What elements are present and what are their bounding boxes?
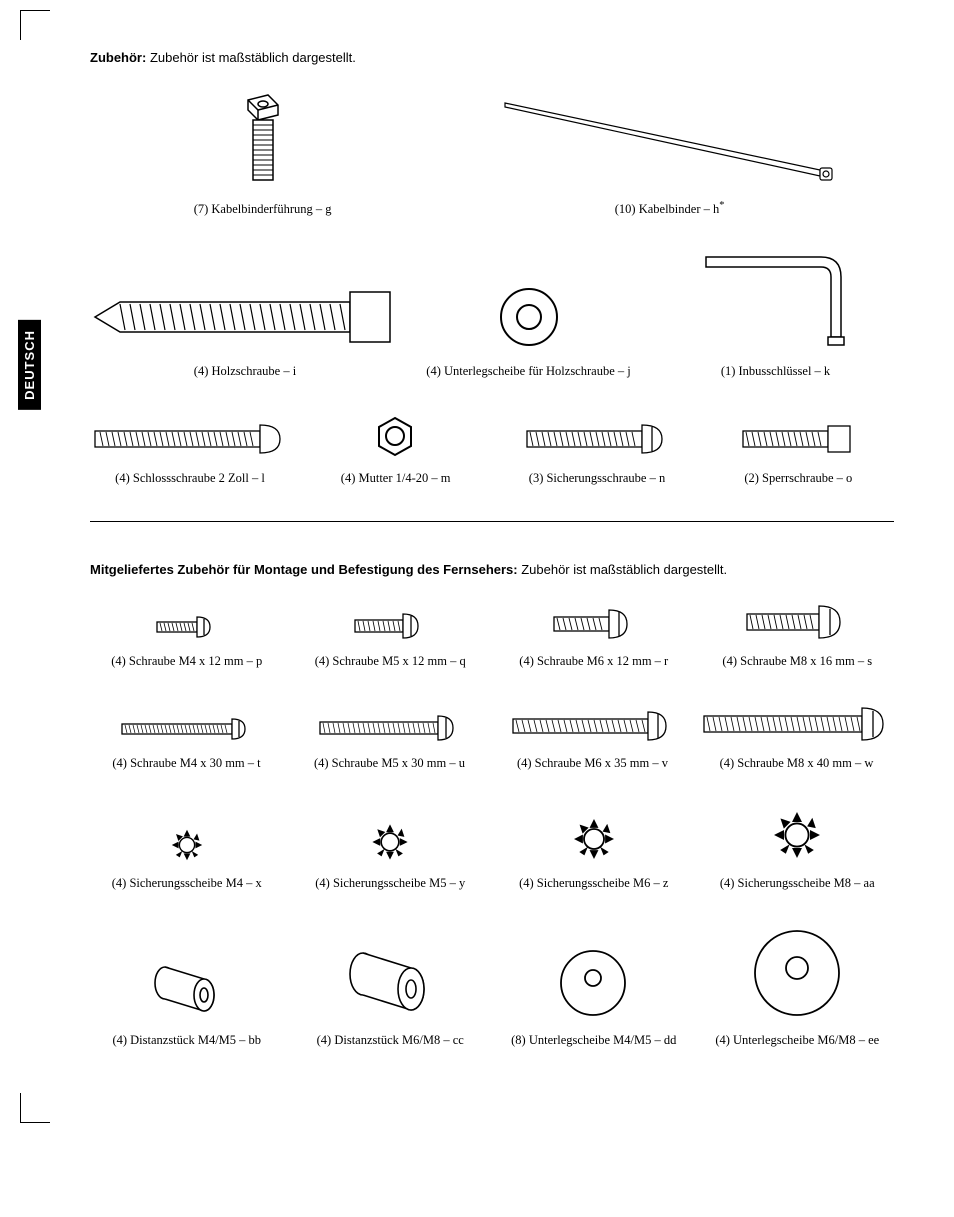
item-t: (4) Schraube M4 x 30 mm – t	[90, 714, 283, 771]
illus-j	[494, 282, 564, 352]
row-ijk: (4) Holzschraube – i (4) Unterlegscheibe…	[90, 252, 894, 379]
item-w: (4) Schraube M8 x 40 mm – w	[699, 704, 894, 771]
item-s: (4) Schraube M8 x 16 mm – s	[701, 602, 895, 669]
item-aa: (4) Sicherungsscheibe M8 – aa	[701, 806, 895, 891]
item-z: (4) Sicherungsscheibe M6 – z	[497, 814, 691, 891]
section1-title: Zubehör: Zubehör ist maßstäblich dargest…	[90, 50, 894, 65]
section2-title: Mitgeliefertes Zubehör für Montage und B…	[90, 562, 894, 577]
item-i: (4) Holzschraube – i	[90, 282, 400, 379]
caption-x: (4) Sicherungsscheibe M4 – x	[112, 876, 262, 891]
item-h: (10) Kabelbinder – h*	[445, 98, 894, 217]
item-n: (3) Sicherungsschraube – n	[501, 419, 692, 486]
caption-v: (4) Schraube M6 x 35 mm – v	[517, 756, 668, 771]
section2-title-bold: Mitgeliefertes Zubehör für Montage und B…	[90, 562, 518, 577]
row-xyzaa: (4) Sicherungsscheibe M4 – x (4) Sicheru…	[90, 806, 894, 891]
caption-bb: (4) Distanzstück M4/M5 – bb	[112, 1033, 261, 1048]
caption-h: (10) Kabelbinder – h*	[615, 200, 725, 217]
caption-u: (4) Schraube M5 x 30 mm – u	[314, 756, 465, 771]
caption-z: (4) Sicherungsscheibe M6 – z	[519, 876, 668, 891]
caption-aa: (4) Sicherungsscheibe M8 – aa	[720, 876, 875, 891]
item-k: (1) Inbusschlüssel – k	[657, 252, 894, 379]
item-cc: (4) Distanzstück M6/M8 – cc	[294, 946, 488, 1048]
item-u: (4) Schraube M5 x 30 mm – u	[293, 712, 486, 771]
page-content: Zubehör: Zubehör ist maßstäblich dargest…	[40, 50, 894, 1048]
section-divider	[90, 521, 894, 522]
caption-q: (4) Schraube M5 x 12 mm – q	[315, 654, 466, 669]
caption-i: (4) Holzschraube – i	[194, 364, 296, 379]
row-pqrs: (4) Schraube M4 x 12 mm – p (4) Schraube…	[90, 602, 894, 669]
row-gh: (7) Kabelbinderführung – g (10) Kabelbin…	[90, 90, 894, 217]
item-bb: (4) Distanzstück M4/M5 – bb	[90, 961, 284, 1048]
item-m: (4) Mutter 1/4-20 – m	[300, 414, 491, 486]
caption-ee: (4) Unterlegscheibe M6/M8 – ee	[715, 1033, 879, 1048]
item-x: (4) Sicherungsscheibe M4 – x	[90, 826, 284, 891]
caption-g: (7) Kabelbinderführung – g	[194, 202, 332, 217]
caption-w: (4) Schraube M8 x 40 mm – w	[720, 756, 874, 771]
caption-p: (4) Schraube M4 x 12 mm – p	[111, 654, 262, 669]
caption-o: (2) Sperrschraube – o	[744, 471, 852, 486]
item-y: (4) Sicherungsscheibe M5 – y	[294, 820, 488, 891]
crop-mark-tl	[20, 10, 50, 40]
caption-s: (4) Schraube M8 x 16 mm – s	[722, 654, 872, 669]
item-p: (4) Schraube M4 x 12 mm – p	[90, 612, 284, 669]
caption-k: (1) Inbusschlüssel – k	[721, 364, 830, 379]
illus-h	[500, 98, 840, 188]
item-r: (4) Schraube M6 x 12 mm – r	[497, 606, 691, 669]
item-dd: (8) Unterlegscheibe M4/M5 – dd	[497, 946, 691, 1048]
caption-t: (4) Schraube M4 x 30 mm – t	[112, 756, 260, 771]
item-ee: (4) Unterlegscheibe M6/M8 – ee	[701, 926, 895, 1048]
illus-m	[373, 414, 418, 459]
illus-g	[228, 90, 298, 190]
caption-dd: (8) Unterlegscheibe M4/M5 – dd	[511, 1033, 676, 1048]
caption-y: (4) Sicherungsscheibe M5 – y	[315, 876, 465, 891]
item-l: (4) Schlossschraube 2 Zoll – l	[90, 419, 290, 486]
illus-k	[696, 252, 856, 352]
caption-l: (4) Schlossschraube 2 Zoll – l	[115, 471, 265, 486]
section1-title-bold: Zubehör:	[90, 50, 146, 65]
item-g: (7) Kabelbinderführung – g	[90, 90, 435, 217]
row-tuvw: (4) Schraube M4 x 30 mm – t (4) Schraube…	[90, 704, 894, 771]
caption-r: (4) Schraube M6 x 12 mm – r	[519, 654, 668, 669]
item-v: (4) Schraube M6 x 35 mm – v	[496, 708, 689, 771]
row-bbccddee: (4) Distanzstück M4/M5 – bb (4) Distanzs…	[90, 926, 894, 1048]
illus-o	[738, 419, 858, 459]
caption-j: (4) Unterlegscheibe für Holzschraube – j	[426, 364, 630, 379]
item-j: (4) Unterlegscheibe für Holzschraube – j	[410, 282, 647, 379]
section2-title-rest: Zubehör ist maßstäblich dargestellt.	[518, 562, 728, 577]
caption-n: (3) Sicherungsschraube – n	[529, 471, 665, 486]
caption-cc: (4) Distanzstück M6/M8 – cc	[317, 1033, 464, 1048]
section1-title-rest: Zubehör ist maßstäblich dargestellt.	[146, 50, 356, 65]
item-o: (2) Sperrschraube – o	[703, 419, 894, 486]
crop-mark-bl	[20, 1093, 50, 1123]
illus-l	[90, 419, 290, 459]
caption-m: (4) Mutter 1/4-20 – m	[341, 471, 451, 486]
language-tab: DEUTSCH	[18, 320, 41, 410]
illus-i	[90, 282, 400, 352]
row-lmno: (4) Schlossschraube 2 Zoll – l (4) Mutte…	[90, 414, 894, 486]
item-q: (4) Schraube M5 x 12 mm – q	[294, 610, 488, 669]
illus-n	[522, 419, 672, 459]
